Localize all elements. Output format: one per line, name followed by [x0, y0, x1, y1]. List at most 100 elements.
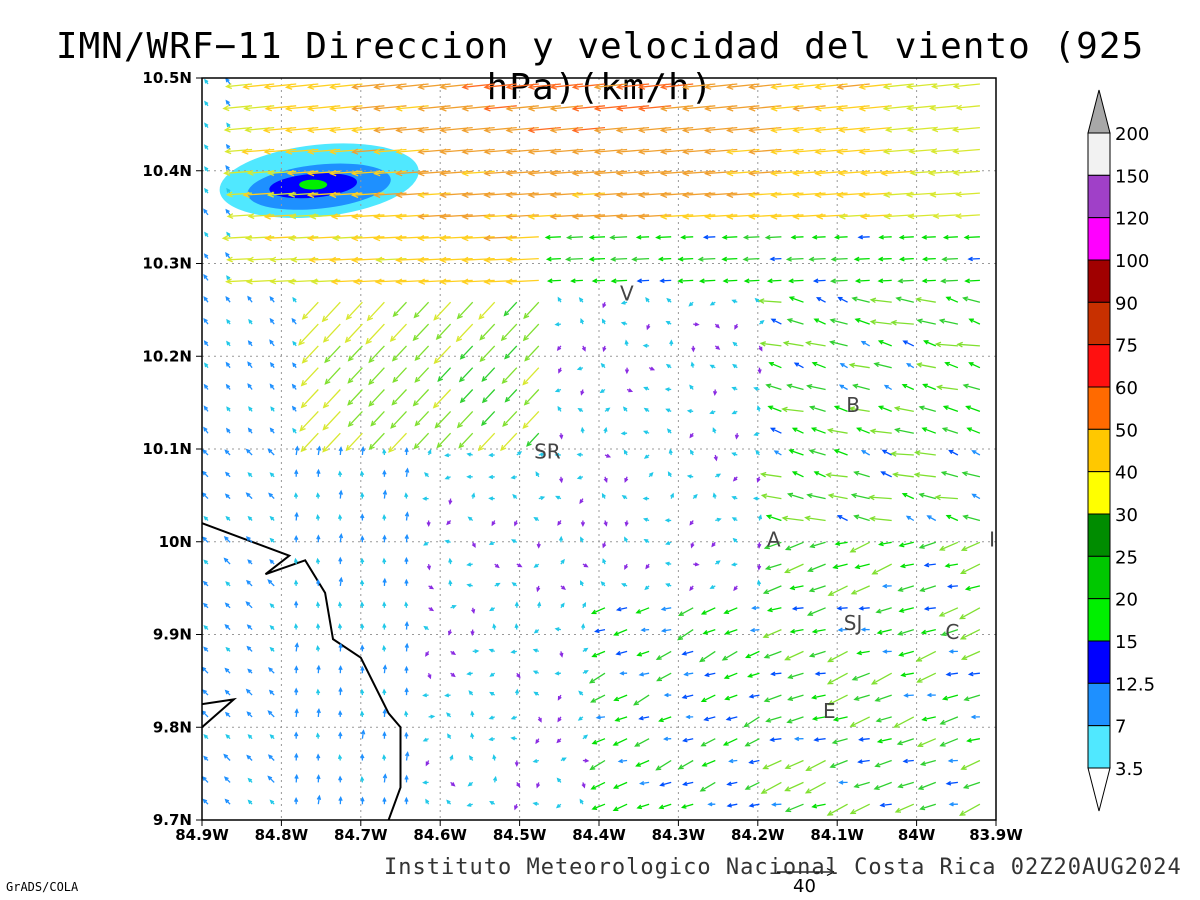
wind-vector [444, 693, 451, 698]
wind-vector [791, 427, 804, 434]
wind-vector [659, 213, 694, 220]
x-tick-label: 84.5W [493, 826, 547, 844]
wind-vector [247, 734, 253, 740]
wind-vector [858, 606, 870, 611]
wind-vector [890, 319, 914, 326]
wind-vector [770, 191, 804, 199]
wind-vector [204, 122, 209, 128]
wind-vector [757, 542, 762, 549]
wind-vector [559, 433, 564, 440]
wind-vector [395, 213, 429, 220]
wind-vector [423, 541, 429, 546]
wind-vector [848, 406, 870, 413]
wind-vector [786, 318, 804, 325]
wind-vector [492, 623, 497, 630]
wind-vector [636, 650, 650, 657]
wind-vector [814, 671, 826, 677]
wind-vector [535, 738, 540, 745]
legend-swatch [1087, 344, 1111, 388]
wind-vector [286, 169, 319, 177]
wind-vector [351, 213, 385, 220]
wind-vector [960, 541, 981, 551]
coastline-peninsula [202, 697, 238, 728]
legend-label: 3.5 [1115, 759, 1144, 780]
wind-vector [903, 693, 914, 698]
wind-vector [621, 495, 628, 500]
wind-vector [769, 737, 782, 743]
wind-vector [368, 345, 385, 364]
wind-vector [556, 345, 562, 351]
wind-vector [582, 647, 589, 652]
wind-vector [576, 452, 583, 457]
wind-vector [731, 452, 738, 457]
wind-vector [901, 493, 915, 500]
wind-vector [764, 563, 782, 571]
wind-vector [968, 318, 981, 325]
wind-vector [560, 585, 566, 591]
wind-vector [681, 694, 694, 700]
wind-vector [892, 471, 914, 478]
wind-vector [788, 278, 804, 284]
wind-vector [603, 476, 608, 484]
wind-vector [316, 468, 321, 477]
wind-vector [300, 389, 319, 409]
wind-vector [557, 716, 562, 723]
wind-vector [549, 213, 583, 220]
wind-vector [527, 191, 561, 199]
wind-vector [338, 796, 343, 805]
wind-vector [762, 759, 782, 770]
wind-vector [492, 775, 498, 783]
wind-vector [395, 256, 429, 264]
wind-vector [851, 672, 870, 681]
wind-vector [808, 650, 826, 658]
wind-vector [594, 628, 606, 634]
legend-swatch [1087, 259, 1111, 303]
wind-vector [615, 650, 628, 656]
wind-vector [581, 623, 586, 630]
wind-vector [947, 584, 958, 589]
wind-vector [436, 432, 452, 449]
wind-vector [247, 799, 253, 805]
x-axis: 84.9W 84.8W 84.7W 84.6W 84.5W 84.4W 84.3W 84.2W… [175, 820, 1023, 844]
wind-vector [413, 301, 430, 319]
wind-vector [533, 629, 540, 634]
legend-label: 25 [1115, 547, 1138, 568]
footer-text: Instituto Meteorologico Nacional Costa R… [384, 855, 1182, 880]
wind-vector [613, 694, 628, 702]
wind-vector [959, 563, 981, 574]
wind-vector [691, 345, 696, 353]
wind-vector [345, 301, 363, 321]
wind-vector [347, 410, 363, 428]
wind-vector [769, 256, 782, 262]
legend-label: 7 [1115, 717, 1126, 738]
wind-vector [444, 539, 451, 544]
wind-vector [756, 476, 761, 483]
wind-vector [470, 710, 475, 717]
wind-vector [202, 492, 209, 500]
wind-vector [759, 471, 782, 478]
wind-vector [703, 213, 738, 220]
wind-vector [838, 780, 848, 785]
wind-vector [203, 515, 209, 521]
wind-vector [832, 563, 848, 570]
wind-vector [714, 560, 721, 565]
wind-vector [755, 449, 760, 456]
wind-vector [966, 737, 981, 743]
wind-vector [294, 445, 300, 456]
wind-vector [466, 452, 473, 457]
wind-vector [578, 690, 584, 696]
wind-vector [580, 536, 584, 543]
wind-vector [245, 448, 253, 456]
wind-vector [428, 585, 435, 590]
wind-vector [734, 433, 740, 440]
wind-vector [294, 797, 299, 805]
wind-vector [532, 801, 539, 806]
wind-vector [963, 694, 981, 702]
wind-vector [831, 738, 848, 745]
wind-vector [744, 781, 760, 790]
wind-vector [560, 757, 567, 762]
wind-vector [471, 541, 476, 549]
wind-vector [709, 301, 716, 306]
legend-swatch [1087, 132, 1111, 176]
wind-vector [532, 648, 540, 653]
